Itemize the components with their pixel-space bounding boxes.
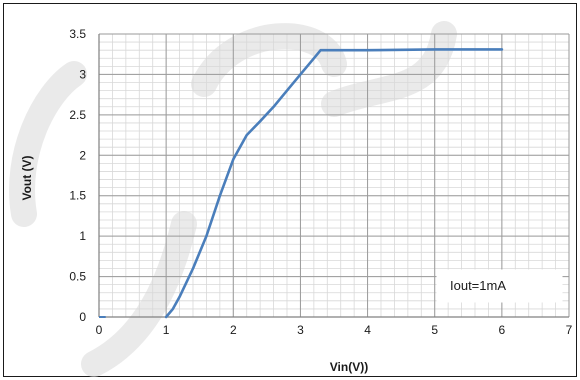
x-tick-label: 7 xyxy=(566,323,573,337)
x-tick-label: 3 xyxy=(297,323,304,337)
x-tick-label: 5 xyxy=(431,323,438,337)
y-tick-label: 1.5 xyxy=(69,189,86,203)
chart-frame: 0 1 2 3 4 5 6 7 0 0.5 1 1.5 2 2.5 3 3.5 Iout=1mA Vin(V… xyxy=(3,3,577,377)
x-tick-label: 2 xyxy=(230,323,237,337)
x-tick-label: 4 xyxy=(364,323,371,337)
annotation: Iout=1mA xyxy=(436,269,563,303)
x-tick-labels: 0 1 2 3 4 5 6 7 xyxy=(96,323,573,337)
x-tick-label: 1 xyxy=(163,323,170,337)
y-tick-label: 0 xyxy=(79,310,86,324)
y-tick-label: 3.5 xyxy=(69,27,86,41)
y-tick-label: 0.5 xyxy=(69,270,86,284)
y-tick-label: 2.5 xyxy=(69,108,86,122)
annotation-box xyxy=(436,269,563,303)
y-tick-label: 2 xyxy=(79,148,86,162)
x-tick-label: 6 xyxy=(499,323,506,337)
y-tick-label: 3 xyxy=(79,67,86,81)
y-axis-title: Vout (V) xyxy=(20,155,34,200)
series-line xyxy=(164,48,504,319)
y-tick-label: 1 xyxy=(79,229,86,243)
chart-canvas: 0 1 2 3 4 5 6 7 0 0.5 1 1.5 2 2.5 3 3.5 Iout=1mA Vin(V… xyxy=(9,21,573,377)
annotation-text: Iout=1mA xyxy=(450,278,506,293)
x-tick-label: 0 xyxy=(96,323,103,337)
x-axis-title: Vin(V)) xyxy=(330,360,368,374)
axes xyxy=(98,34,569,318)
y-tick-labels: 0 0.5 1 1.5 2 2.5 3 3.5 xyxy=(69,27,86,324)
series-layer xyxy=(99,48,504,319)
